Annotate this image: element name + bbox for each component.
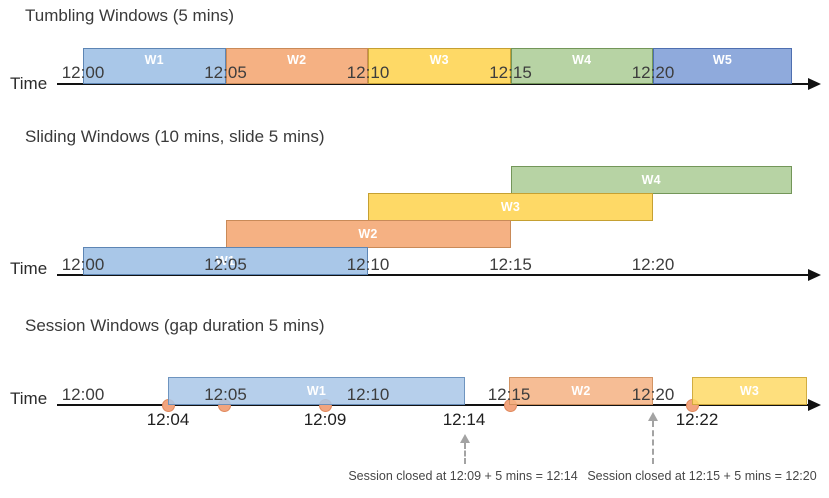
window-label: W2 (358, 226, 378, 241)
tick-label: 12:10 (346, 255, 390, 274)
tick-label: 12:05 (204, 385, 247, 404)
section-title-session: Session Windows (gap duration 5 mins) (25, 316, 325, 335)
window-sliding-w3: W3 (368, 193, 653, 221)
window-label: W5 (712, 53, 733, 67)
window-session-w2: W2 (509, 377, 653, 405)
dashed-stem (652, 421, 654, 464)
tick-label: 12:20 (631, 63, 675, 82)
time-axis-label-session: Time (10, 389, 48, 408)
window-label: W1 (215, 253, 236, 268)
tick-label: 12:10 (346, 63, 390, 82)
event-time-label: 12:22 (675, 410, 719, 429)
callout-arrow-up (460, 434, 470, 464)
event-time-label: 12:14 (442, 410, 486, 429)
arrowhead-up-icon (460, 434, 470, 443)
time-axis-label-sliding: Time (10, 259, 48, 278)
session-close-annotation: Session closed at 12:15 + 5 mins = 12:20 (587, 469, 817, 483)
window-session-w3: W3 (692, 377, 807, 405)
window-sliding-w2: W2 (225, 220, 511, 248)
window-label: W4 (572, 53, 592, 67)
tick-label: 12:20 (631, 255, 675, 274)
tick-label: 12:00 (61, 255, 105, 274)
event-time-label: 12:04 (146, 410, 190, 429)
tick-label: 12:05 (204, 63, 247, 82)
window-label: W3 (500, 199, 521, 214)
section-title-sliding: Sliding Windows (10 mins, slide 5 mins) (25, 127, 325, 146)
timeline-tumbling (57, 83, 810, 85)
timeline-session (57, 404, 810, 406)
timeline-sliding (57, 274, 810, 276)
window-label: W3 (739, 383, 760, 398)
timeline-arrowhead-sliding (808, 269, 821, 281)
timeline-arrowhead-session (808, 399, 821, 411)
window-label: W2 (571, 383, 591, 398)
tick-label: 12:05 (204, 255, 247, 274)
window-sliding-w4: W4 (510, 166, 792, 194)
window-tumbling-w4: W4 (510, 48, 653, 84)
window-tumbling-w5: W5 (653, 48, 792, 84)
callout-arrow-up (648, 412, 658, 464)
window-sliding-w1: W1 (83, 247, 368, 275)
window-label: W1 (144, 53, 164, 67)
window-label: W3 (429, 53, 449, 67)
arrowhead-up-icon (648, 412, 658, 421)
timeline-arrowhead-tumbling (808, 78, 821, 90)
window-tumbling-w1: W1 (83, 48, 226, 84)
tick-label: 12:15 (489, 63, 532, 82)
tick-label: 12:20 (631, 385, 675, 404)
window-label: W2 (287, 53, 307, 67)
tick-label: 12:00 (61, 385, 105, 404)
dashed-stem (464, 443, 466, 464)
window-tumbling-w3: W3 (368, 48, 511, 84)
window-session-w1: W1 (168, 377, 465, 405)
event-time-label: 12:09 (303, 410, 347, 429)
tick-label: 12:00 (61, 63, 105, 82)
window-label: W1 (306, 383, 327, 398)
session-close-annotation: Session closed at 12:09 + 5 mins = 12:14 (348, 469, 578, 483)
window-label: W4 (641, 172, 661, 187)
tick-label: 12:15 (487, 385, 531, 404)
section-title-tumbling: Tumbling Windows (5 mins) (25, 6, 235, 25)
tick-label: 12:10 (346, 385, 390, 404)
window-tumbling-w2: W2 (225, 48, 368, 84)
tick-label: 12:15 (489, 255, 532, 274)
time-axis-label-tumbling: Time (10, 74, 48, 93)
